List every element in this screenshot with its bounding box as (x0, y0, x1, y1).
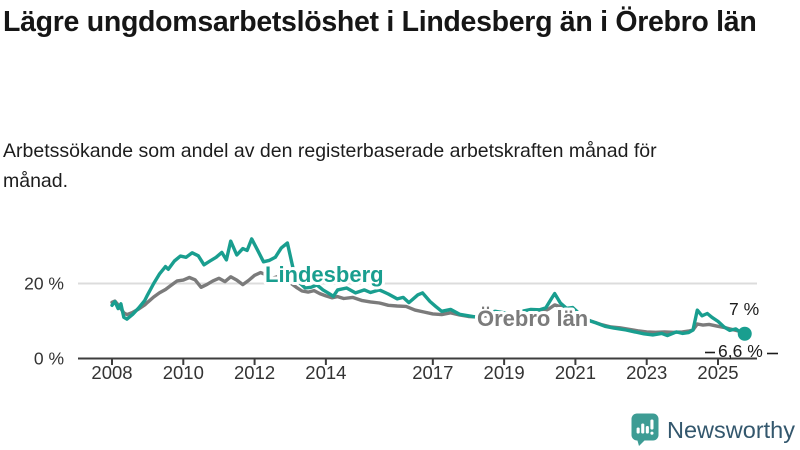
x-tick-label-2021: 2021 (555, 362, 596, 383)
x-tick-label-2012: 2012 (234, 362, 275, 383)
brand-name: Newsworthy (667, 416, 795, 443)
series-line-orebro-lan (110, 270, 747, 334)
end-value-label-lindesberg: 6,6 % (718, 341, 763, 361)
x-tick-label-2025: 2025 (697, 362, 738, 383)
end-value-label-orebro-lan: 7 % (729, 299, 759, 319)
x-tick-label-2019: 2019 (484, 362, 525, 383)
newsworthy-brand[interactable]: Newsworthy (631, 413, 795, 447)
series-end-dot-lindesberg (737, 326, 752, 341)
page-title: Lägre ungdomsarbetslöshet i Lindesberg ä… (3, 6, 757, 38)
newsworthy-logo-icon (631, 413, 659, 446)
x-tick-label-2008: 2008 (91, 362, 132, 383)
series-line-lindesberg (110, 237, 747, 338)
y-tick-label-0: 0 % (34, 349, 64, 369)
x-tick-label-2014: 2014 (305, 362, 346, 383)
x-tick-label-2017: 2017 (412, 362, 453, 383)
y-tick-label-20: 20 % (24, 274, 64, 294)
x-tick-label-2023: 2023 (626, 362, 667, 383)
x-tick-label-2010: 2010 (163, 362, 204, 383)
chart-subtitle: Arbetssökande som andel av den registerb… (3, 140, 657, 192)
series-label-orebro-lan: Örebro län (477, 306, 588, 331)
series-label-lindesberg: Lindesberg (265, 262, 384, 287)
